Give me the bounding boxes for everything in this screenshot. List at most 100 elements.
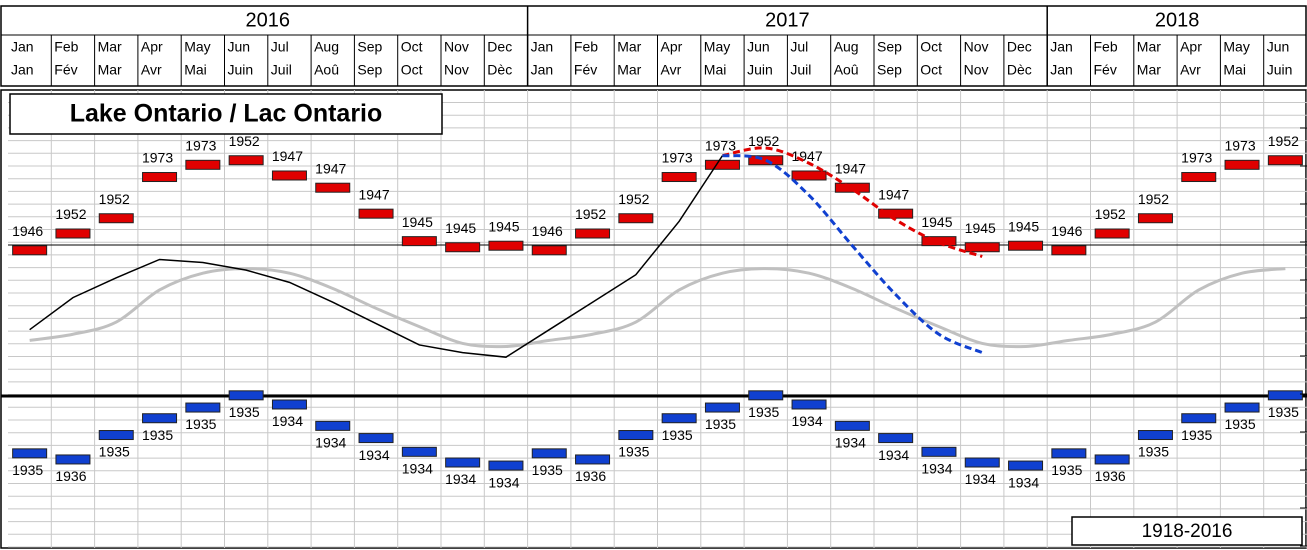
record-marker bbox=[531, 245, 567, 256]
record-marker bbox=[834, 420, 870, 431]
record-year-label: 1973 bbox=[185, 138, 216, 154]
record-marker bbox=[315, 420, 351, 431]
record-marker bbox=[791, 170, 827, 181]
record-year-label: 1935 bbox=[1224, 416, 1255, 432]
month-label-fr: Juin bbox=[747, 62, 773, 78]
month-label-en: Feb bbox=[1094, 39, 1118, 55]
month-label-en: Feb bbox=[574, 39, 598, 55]
record-marker bbox=[1137, 430, 1173, 441]
month-label-en: Aug bbox=[314, 39, 339, 55]
month-label-fr: Mar bbox=[98, 62, 122, 78]
month-label-en: Jan bbox=[531, 39, 554, 55]
record-year-label: 1973 bbox=[662, 150, 693, 166]
record-year-label: 1973 bbox=[705, 138, 736, 154]
record-year-label: 1934 bbox=[315, 435, 346, 451]
month-label-en: Jun bbox=[747, 39, 770, 55]
record-marker bbox=[791, 399, 827, 410]
record-year-label: 1947 bbox=[878, 186, 909, 202]
record-marker bbox=[921, 446, 957, 457]
record-marker bbox=[271, 399, 307, 410]
record-year-label: 1973 bbox=[1181, 150, 1212, 166]
month-label-fr: Sep bbox=[357, 62, 382, 78]
month-label-fr: Mai bbox=[704, 62, 727, 78]
record-year-label: 1936 bbox=[55, 468, 86, 484]
record-year-label: 1936 bbox=[575, 468, 606, 484]
record-year-label: 1935 bbox=[618, 444, 649, 460]
month-label-fr: Juil bbox=[790, 62, 811, 78]
record-marker bbox=[575, 228, 611, 239]
record-marker bbox=[98, 213, 134, 224]
record-year-label: 1947 bbox=[358, 186, 389, 202]
record-marker bbox=[142, 413, 178, 424]
month-label-fr: Dèc bbox=[487, 62, 512, 78]
month-label-fr: Avr bbox=[661, 62, 682, 78]
record-marker bbox=[445, 242, 481, 253]
record-year-label: 1945 bbox=[402, 214, 433, 230]
record-marker bbox=[12, 245, 48, 256]
record-year-label: 1935 bbox=[229, 404, 260, 420]
month-label-en: Dec bbox=[487, 39, 512, 55]
record-marker bbox=[55, 228, 91, 239]
period-box bbox=[1071, 516, 1303, 546]
record-marker bbox=[228, 155, 264, 166]
record-year-label: 1934 bbox=[878, 447, 909, 463]
month-label-fr: Nov bbox=[964, 62, 989, 78]
record-year-label: 1934 bbox=[835, 435, 866, 451]
level-line bbox=[29, 155, 724, 358]
month-label-en: Oct bbox=[920, 39, 942, 55]
record-year-label: 1946 bbox=[12, 223, 43, 239]
level-line bbox=[722, 146, 983, 258]
month-label-en: Mar bbox=[1137, 39, 1161, 55]
month-label-en: Jun bbox=[1267, 39, 1290, 55]
record-year-label: 1934 bbox=[921, 461, 952, 477]
record-marker bbox=[1224, 159, 1260, 170]
record-year-label: 1935 bbox=[1268, 404, 1299, 420]
month-label-fr: Aoû bbox=[314, 62, 339, 78]
record-year-label: 1935 bbox=[99, 444, 130, 460]
record-year-label: 1945 bbox=[488, 218, 519, 234]
record-marker bbox=[488, 240, 524, 251]
record-year-label: 1973 bbox=[142, 150, 173, 166]
month-label-en: May bbox=[1223, 39, 1249, 55]
month-label-en: Dec bbox=[1007, 39, 1032, 55]
month-label-fr: Nov bbox=[444, 62, 469, 78]
month-label-fr: Avr bbox=[141, 62, 162, 78]
record-year-label: 1952 bbox=[55, 206, 86, 222]
plot-frame bbox=[0, 89, 1307, 549]
record-marker bbox=[98, 430, 134, 441]
month-label-fr: Jan bbox=[1050, 62, 1073, 78]
month-label-fr: Juin bbox=[228, 62, 254, 78]
record-year-label: 1952 bbox=[1268, 133, 1299, 149]
record-marker bbox=[401, 236, 437, 247]
record-marker bbox=[185, 402, 221, 413]
month-label-en: Mar bbox=[98, 39, 122, 55]
record-marker bbox=[315, 182, 351, 193]
month-label-fr: Fév bbox=[574, 62, 597, 78]
record-marker bbox=[748, 155, 784, 166]
month-label-en: May bbox=[704, 39, 730, 55]
record-year-label: 1935 bbox=[1138, 444, 1169, 460]
record-year-label: 1935 bbox=[142, 427, 173, 443]
month-label-fr: Dèc bbox=[1007, 62, 1032, 78]
record-marker bbox=[1267, 390, 1303, 401]
month-label-en: Aug bbox=[834, 39, 859, 55]
record-marker bbox=[1094, 454, 1130, 465]
record-year-label: 1952 bbox=[1138, 191, 1169, 207]
record-marker bbox=[1267, 155, 1303, 166]
month-label-en: Nov bbox=[444, 39, 469, 55]
month-label-fr: Mar bbox=[617, 62, 641, 78]
month-label-en: Jul bbox=[790, 39, 808, 55]
month-label-en: Nov bbox=[964, 39, 989, 55]
month-label-fr: Avr bbox=[1180, 62, 1201, 78]
record-year-label: 1934 bbox=[402, 461, 433, 477]
record-year-label: 1947 bbox=[791, 148, 822, 164]
month-label-en: Apr bbox=[661, 39, 683, 55]
record-year-label: 1952 bbox=[748, 133, 779, 149]
record-marker bbox=[401, 446, 437, 457]
record-year-label: 1946 bbox=[532, 223, 563, 239]
record-year-label: 1952 bbox=[229, 133, 260, 149]
record-year-label: 1935 bbox=[532, 462, 563, 478]
record-year-label: 1952 bbox=[1095, 206, 1126, 222]
level-line bbox=[29, 267, 1286, 349]
record-year-label: 1947 bbox=[315, 160, 346, 176]
